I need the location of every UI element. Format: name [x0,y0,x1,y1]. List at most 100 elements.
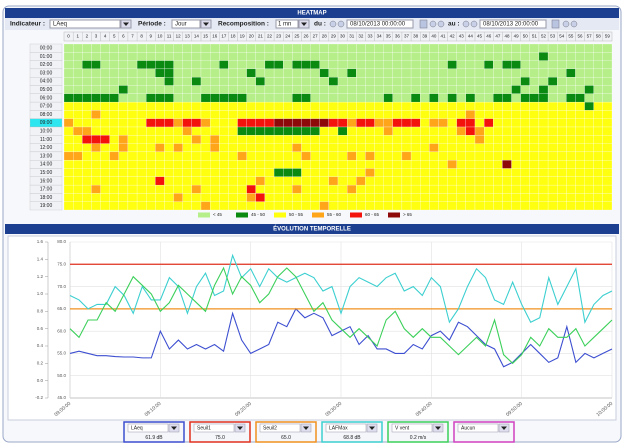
heatmap-cell [447,68,457,78]
heatmap-cell [264,176,275,186]
nav-button[interactable] [570,20,578,28]
heatmap-cell [602,126,613,136]
select-indicateur[interactable] [49,19,121,29]
heatmap-cell [566,43,576,53]
heatmap-cell [557,93,567,103]
heatmap-cell [264,118,275,128]
heatmap-cell [447,184,457,194]
heatmap-cell [82,168,92,177]
heatmap-cell [246,184,256,194]
heatmap-cell [301,176,311,186]
heatmap-cell [529,118,540,128]
series-select[interactable] [391,423,433,433]
heatmap-cell [292,126,302,136]
heatmap-cell [429,126,439,136]
select-value: LAeq [53,22,67,28]
select-recomposition[interactable] [275,19,299,29]
heatmap-cell [365,160,375,169]
series-line [69,253,613,324]
heatmap-cell [420,168,430,177]
heatmap-cell [73,201,83,211]
heatmap-cell [401,101,412,111]
heatmap-cell [219,176,229,186]
date-to[interactable] [479,19,547,29]
heatmap-cell [438,135,448,144]
series-select[interactable] [259,423,301,433]
heatmap-cell [493,168,503,177]
heatmap-cell [319,168,329,177]
nav-button[interactable] [329,20,337,28]
heatmap-cell [337,143,348,153]
nav-button[interactable] [470,20,478,28]
heatmap-cell [502,118,512,128]
heatmap-cell [100,118,110,128]
heatmap-cell [109,176,119,186]
series-readout: 75.0 [215,435,225,441]
heatmap-cell [557,176,567,186]
heatmap-cell [365,151,375,161]
heatmap-cell [109,118,119,128]
date-from[interactable] [346,19,414,29]
heatmap-cell [200,77,211,86]
heatmap-cell [219,118,229,128]
heatmap-cell [584,126,594,136]
heatmap-cell [502,160,512,169]
heatmap-cell [401,52,412,61]
heatmap-cell [127,184,138,194]
heatmap-cell [319,126,329,136]
heatmap-cell [547,110,558,119]
heatmap-cell [91,85,101,94]
heatmap-cell [456,151,466,161]
heatmap-cell [255,68,266,78]
heatmap-cell [146,43,156,53]
heatmap-cell [246,143,256,153]
heatmap-cell [310,135,320,144]
arrow [123,22,129,26]
heatmap-cell [155,168,165,177]
nav-button[interactable] [462,20,470,28]
calendar-icon[interactable] [551,19,560,29]
heatmap-cell [538,151,549,161]
heatmap-cell [529,77,540,86]
heatmap-cell [493,101,503,111]
nav-button[interactable] [562,20,570,28]
heatmap-cell [538,43,549,53]
calendar-icon[interactable] [419,19,428,29]
series-select[interactable] [457,423,499,433]
heatmap-cell [447,60,457,70]
select-periode[interactable] [171,19,201,29]
heatmap-cell [575,151,585,161]
heatmap-cell [73,126,83,136]
heatmap-cell [374,201,384,211]
heatmap-cell [365,184,375,194]
heatmap-cell [511,93,521,103]
heatmap-cell [401,118,412,128]
heatmap-cell [337,151,348,161]
nav-button[interactable] [337,20,345,28]
column-label: 34 [377,34,383,39]
heatmap-cell [328,184,339,194]
heatmap-cell [602,151,613,161]
heatmap-cell [593,168,603,177]
heatmap-cell [401,60,412,70]
heatmap-cell [410,68,421,78]
heatmap-cell [164,160,174,169]
date-value: 08/10/2013 20:00:00 [483,22,539,28]
heatmap-cell [429,193,439,202]
heatmap-cell [310,151,320,161]
heatmap-cell [164,93,174,103]
heatmap-cell [283,101,293,111]
heatmap-cell [465,68,476,78]
heatmap-cell [91,176,101,186]
series-line [69,307,613,368]
nav-button[interactable] [429,20,437,28]
nav-button[interactable] [437,20,445,28]
series-select[interactable] [127,423,169,433]
heatmap-cell [438,160,448,169]
series-select[interactable] [325,423,367,433]
heatmap-cell [246,135,256,144]
series-select[interactable] [193,423,235,433]
heatmap-cell [347,160,357,169]
heatmap-cell [484,118,494,128]
